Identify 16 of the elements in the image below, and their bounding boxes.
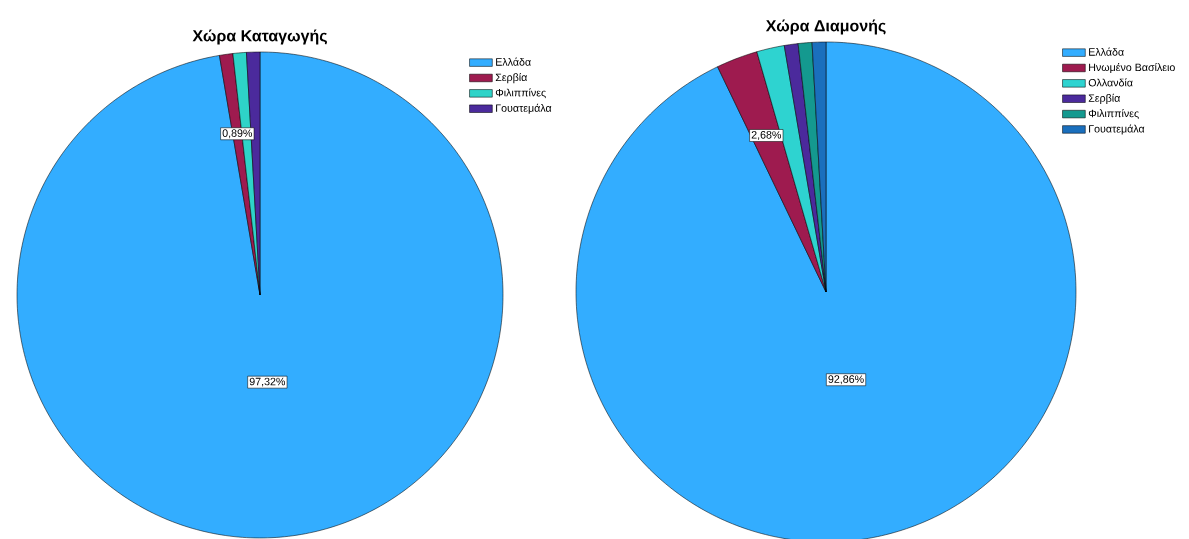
- legend-label: Γουατεμάλα: [496, 103, 552, 114]
- data-label: 2,68%: [751, 131, 782, 140]
- legend-label: Φιλιππίνες: [1088, 109, 1139, 119]
- chart-title: Χώρα Καταγωγής: [192, 29, 327, 45]
- slice-label: Ελλάδα: [496, 57, 531, 66]
- data-label: 0,89%: [222, 129, 253, 139]
- legend-label: Ηνωμένο Βασίλειο: [1089, 62, 1175, 74]
- legend-label: Φιλιππίνες: [495, 88, 546, 99]
- data-label: 97,32%: [249, 377, 286, 387]
- chart-title: Χώρα Διαμονής: [765, 19, 886, 35]
- legend-label: Σερβία: [1088, 93, 1120, 104]
- data-label: 92,86%: [828, 375, 864, 385]
- legend-label: Ολλανδία: [1088, 78, 1133, 87]
- slice-label: Ελλάδα: [1089, 47, 1124, 56]
- legend-label: Σερβία: [495, 72, 528, 84]
- legend-label: Γουατεμάλα: [1089, 124, 1145, 135]
